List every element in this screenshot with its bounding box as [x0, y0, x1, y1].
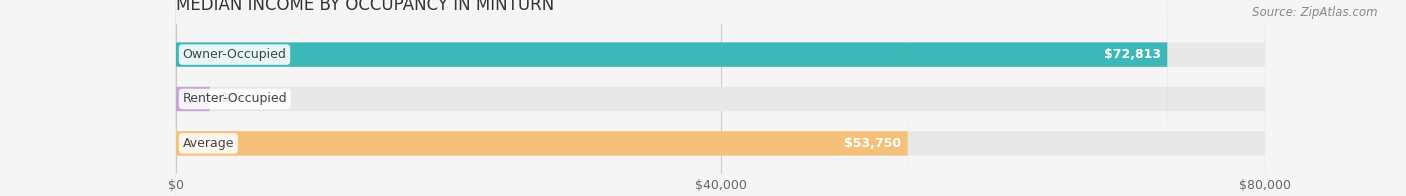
Text: Source: ZipAtlas.com: Source: ZipAtlas.com — [1253, 6, 1378, 19]
FancyBboxPatch shape — [176, 0, 209, 196]
FancyBboxPatch shape — [176, 0, 1265, 196]
FancyBboxPatch shape — [176, 0, 1167, 196]
FancyBboxPatch shape — [176, 0, 1265, 196]
Text: $0: $0 — [221, 93, 238, 105]
Text: Owner-Occupied: Owner-Occupied — [183, 48, 287, 61]
FancyBboxPatch shape — [176, 0, 1265, 196]
Text: $72,813: $72,813 — [1104, 48, 1161, 61]
Text: MEDIAN INCOME BY OCCUPANCY IN MINTURN: MEDIAN INCOME BY OCCUPANCY IN MINTURN — [176, 0, 554, 14]
Text: Renter-Occupied: Renter-Occupied — [183, 93, 287, 105]
FancyBboxPatch shape — [176, 0, 908, 196]
Text: Average: Average — [183, 137, 233, 150]
Text: $53,750: $53,750 — [844, 137, 901, 150]
